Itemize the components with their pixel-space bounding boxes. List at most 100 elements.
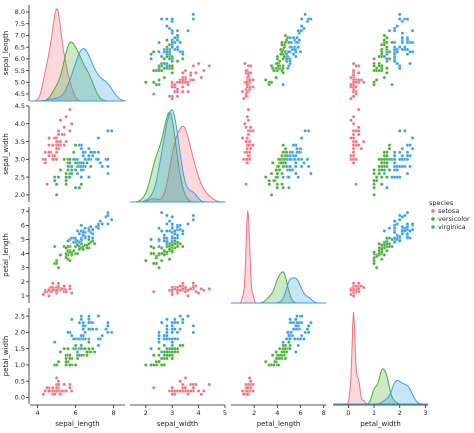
panel-sepal_length-vs-sepal_length [30, 8, 126, 102]
point-virginica-34 [294, 54, 298, 59]
point-virginica-19 [73, 186, 78, 190]
point-virginica-9 [299, 136, 304, 140]
point-setosa-44 [191, 281, 196, 285]
point-versicolor-26 [165, 350, 169, 354]
point-versicolor-10 [144, 80, 148, 85]
point-versicolor-14 [270, 353, 275, 357]
point-virginica-6 [390, 82, 394, 87]
point-virginica-39 [400, 154, 405, 158]
point-virginica-21 [66, 330, 70, 335]
point-versicolor-35 [281, 143, 285, 147]
point-virginica-17 [403, 213, 407, 218]
point-versicolor-14 [270, 161, 275, 165]
point-virginica-29 [387, 157, 392, 162]
point-virginica-15 [175, 233, 180, 237]
point-versicolor-12 [372, 186, 376, 190]
point-virginica-32 [294, 324, 298, 328]
point-setosa-36 [244, 68, 248, 73]
point-virginica-43 [297, 320, 302, 325]
point-virginica-45 [170, 40, 174, 45]
point-versicolor-1 [175, 244, 180, 249]
point-setosa-21 [356, 132, 361, 137]
point-setosa-23 [178, 284, 182, 288]
point-setosa-49 [245, 146, 249, 151]
point-virginica-48 [291, 143, 296, 147]
point-virginica-4 [170, 324, 174, 328]
point-setosa-18 [68, 284, 72, 288]
point-virginica-7 [98, 161, 103, 165]
point-versicolor-36 [283, 154, 288, 158]
point-setosa-32 [349, 118, 353, 122]
point-virginica-33 [79, 164, 84, 169]
point-virginica-34 [294, 171, 298, 176]
point-virginica-14 [165, 317, 169, 322]
x-tick-label: 6 [298, 409, 302, 417]
point-virginica-20 [295, 36, 299, 40]
point-versicolor-44 [277, 168, 282, 172]
point-setosa-49 [178, 288, 182, 293]
point-setosa-23 [359, 146, 363, 151]
point-setosa-48 [60, 132, 65, 137]
point-versicolor-18 [149, 52, 153, 56]
point-setosa-45 [354, 85, 358, 89]
point-virginica-47 [289, 330, 293, 335]
point-virginica-38 [170, 240, 174, 245]
point-virginica-43 [175, 225, 180, 229]
point-virginica-33 [79, 346, 84, 351]
point-virginica-40 [87, 317, 91, 322]
point-versicolor-31 [154, 256, 159, 260]
point-virginica-42 [162, 236, 167, 240]
point-versicolor-10 [144, 258, 148, 263]
y-tick-label: 5.0 [15, 78, 25, 86]
point-virginica-39 [400, 36, 405, 40]
point-virginica-47 [398, 234, 402, 239]
point-virginica-30 [100, 222, 104, 226]
point-virginica-39 [90, 327, 95, 331]
point-virginica-13 [157, 330, 161, 335]
point-virginica-47 [398, 157, 402, 162]
point-virginica-2 [94, 327, 99, 331]
point-virginica-32 [165, 324, 169, 328]
point-virginica-47 [289, 45, 293, 49]
point-setosa-33 [351, 114, 356, 119]
point-virginica-34 [382, 171, 387, 176]
point-versicolor-29 [269, 64, 274, 68]
point-versicolor-14 [167, 257, 172, 261]
y-tick-label: 6 [21, 222, 25, 230]
point-virginica-34 [382, 54, 387, 59]
point-versicolor-49 [276, 353, 281, 357]
point-virginica-49 [288, 59, 292, 63]
point-setosa-16 [356, 125, 361, 130]
point-virginica-25 [175, 29, 180, 33]
point-setosa-48 [188, 287, 193, 291]
point-versicolor-37 [151, 246, 156, 250]
point-versicolor-29 [68, 258, 72, 263]
point-versicolor-9 [58, 253, 63, 257]
point-setosa-15 [356, 107, 361, 112]
point-setosa-42 [244, 94, 248, 99]
point-virginica-17 [306, 324, 311, 328]
point-versicolor-41 [282, 54, 287, 59]
point-versicolor-2 [385, 36, 389, 40]
x-tick-label: 4 [36, 409, 40, 417]
point-virginica-38 [284, 337, 289, 341]
point-virginica-13 [157, 64, 161, 68]
point-virginica-15 [290, 150, 295, 154]
point-virginica-42 [162, 333, 167, 338]
y-tick-label: 4 [21, 250, 25, 258]
point-virginica-8 [296, 175, 300, 179]
point-versicolor-0 [92, 350, 97, 354]
point-versicolor-37 [280, 182, 284, 186]
point-virginica-19 [149, 346, 153, 351]
point-versicolor-40 [159, 246, 164, 250]
point-virginica-43 [175, 320, 180, 325]
point-setosa-36 [64, 389, 68, 393]
point-versicolor-25 [382, 43, 387, 47]
point-virginica-33 [385, 164, 389, 169]
point-virginica-6 [52, 244, 57, 249]
point-setosa-37 [349, 136, 353, 140]
point-setosa-15 [207, 64, 211, 68]
y-tick-label: 2.5 [15, 312, 25, 320]
point-setosa-39 [351, 143, 356, 147]
point-versicolor-32 [274, 168, 278, 172]
